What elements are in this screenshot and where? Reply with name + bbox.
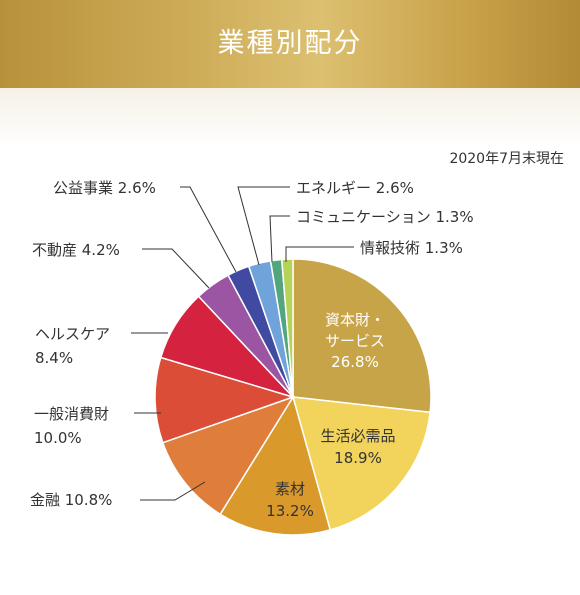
slice-label-line: 10.0% bbox=[34, 429, 82, 447]
leader-line-9 bbox=[269, 215, 290, 263]
slice-label-line: サービス bbox=[325, 332, 385, 350]
slice-label-10: 情報技術 1.3% bbox=[360, 239, 463, 257]
pie-slice-4 bbox=[154, 356, 296, 444]
pie-slice-10 bbox=[280, 258, 294, 398]
slice-label-line: 8.4% bbox=[35, 349, 73, 367]
slice-label-line: 18.9% bbox=[334, 449, 382, 467]
as-of-date: 2020年7月末現在 bbox=[449, 151, 564, 167]
leader-line-6 bbox=[142, 248, 210, 289]
slice-label-line: ヘルスケア bbox=[35, 325, 110, 343]
pie-slice-2 bbox=[219, 395, 332, 536]
slice-label-line: 公益事業 2.6% bbox=[53, 179, 156, 197]
slice-label-5: ヘルスケア 8.4% bbox=[35, 325, 110, 367]
slice-label-4: 一般消費財 10.0% bbox=[34, 405, 109, 447]
slice-label-line: コミュニケーション 1.3% bbox=[296, 208, 474, 226]
page-title: 業種別配分 bbox=[217, 28, 363, 59]
slice-label-line: 金融 10.8% bbox=[30, 491, 112, 509]
slice-label-line: 素材 bbox=[275, 480, 305, 498]
slice-label-line: エネルギー 2.6% bbox=[296, 179, 414, 197]
title-banner bbox=[0, 0, 580, 88]
pie-slice-0 bbox=[292, 258, 432, 414]
leader-line-10 bbox=[285, 246, 354, 262]
slice-label-8: エネルギー 2.6% bbox=[296, 179, 414, 197]
slice-label-2: 素材 13.2% bbox=[266, 480, 314, 520]
slice-label-7: 公益事業 2.6% bbox=[53, 179, 156, 197]
leader-line-8 bbox=[237, 186, 290, 266]
banner-fade bbox=[0, 88, 580, 148]
slice-label-9: コミュニケーション 1.3% bbox=[296, 208, 474, 226]
slice-label-line: 情報技術 1.3% bbox=[360, 239, 463, 257]
slice-label-3: 金融 10.8% bbox=[30, 491, 112, 509]
slice-label-line: 13.2% bbox=[266, 502, 314, 520]
leader-line-3 bbox=[140, 481, 206, 501]
slice-label-line: 生活必需品 bbox=[320, 427, 395, 445]
pie-slice-3 bbox=[161, 395, 295, 516]
slice-label-line: 26.8% bbox=[331, 353, 379, 371]
leader-line-7 bbox=[180, 186, 237, 273]
slice-label-1: 生活必需品 18.9% bbox=[320, 427, 395, 467]
slice-label-line: 資本財・ bbox=[325, 311, 385, 329]
slice-label-0: 資本財・サービス 26.8% bbox=[325, 311, 385, 371]
slice-label-6: 不動産 4.2% bbox=[32, 241, 120, 259]
slice-label-line: 一般消費財 bbox=[34, 405, 109, 423]
slice-label-line: 不動産 4.2% bbox=[32, 241, 120, 259]
pie-slice-1 bbox=[291, 396, 431, 531]
